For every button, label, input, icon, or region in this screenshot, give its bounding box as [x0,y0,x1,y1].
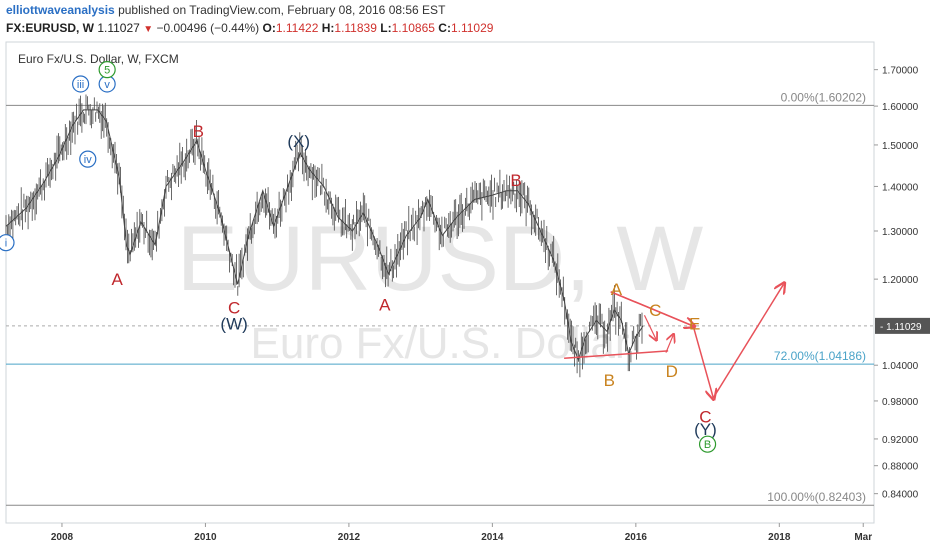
fib-label-2: 100.00%(0.82403) [767,490,866,504]
wave-label-9: (X) [287,132,310,151]
published-text: published on TradingView.com, February 0… [118,3,446,17]
x-tick-label-1: 2010 [194,532,217,543]
subwave-arrow-1 [665,335,673,353]
price-series [5,94,644,378]
y-tick-label-10: 1.70000 [882,66,919,77]
y-tick-label-3: 0.98000 [882,397,919,408]
projection-segment-1 [610,291,693,326]
wave-label-0: i [5,238,7,250]
projection-segment-3 [712,284,783,399]
projection-segment-2 [692,325,713,398]
wave-label-15: D [666,362,678,381]
fib-label-0: 0.00%(1.60202) [781,90,866,104]
x-axis: 2008 2010 2012 2014 2016 2018 Mar [51,523,872,543]
publish-header: elliottwaveanalysis published on Trading… [6,3,445,17]
wave-label-circle-0 [0,234,15,252]
chart-symbol-title: Euro Fx/U.S. Dollar, W, FXCM [18,52,179,66]
y-tick-label-7: 1.40000 [882,182,919,193]
author-link[interactable]: elliottwaveanalysis [6,3,115,17]
y-tick-label-1: 0.88000 [882,462,919,473]
wave-label-4: 5 [104,65,110,77]
x-tick-label-4: 2016 [625,532,648,543]
symbol-header: FX:EURUSD, W 1.11027 ▼ −0.00496 (−0.44%)… [6,21,493,35]
wave-label-6: B [193,122,204,141]
drawings [564,284,784,398]
last-price-label: - 1.11029 [880,322,922,333]
wave-label-5: A [112,270,124,289]
wave-label-3: iv [84,154,92,166]
y-tick-label-8: 1.50000 [882,141,919,152]
wave-label-12: A [611,280,623,299]
x-tick-label-5: 2018 [768,532,791,543]
high-value: 1.11839 [334,21,377,35]
wave-label-2: v [104,79,110,91]
symbol-name: FX:EURUSD, W [6,21,94,35]
wave-label-circle-1 [72,75,90,93]
down-arrow-icon: ▼ [143,24,154,35]
wave-label-14: C [649,301,661,320]
last-price-marker: - 1.11029 [875,317,930,334]
x-tick-label-6: Mar [854,532,872,543]
open-value: 1.11422 [275,21,319,35]
x-tick-label-2: 2012 [338,532,361,543]
y-tick-label-0: 0.84000 [882,490,919,501]
wave-label-circle-3 [79,150,97,168]
fib-label-1: 72.00%(1.04186) [774,349,866,363]
close-label: C: [438,21,451,35]
wave-label-13: B [604,371,615,390]
wave-label-19: B [704,439,711,451]
last-price-label-bg [875,317,930,334]
x-tick-label-0: 2008 [51,532,74,543]
wave-label-16: E [689,314,700,333]
wave-label-circle-4 [98,61,116,79]
y-tick-label-6: 1.30000 [882,227,919,238]
subwave-arrow-0 [643,315,655,339]
watermark-symbol: EURUSD, W [177,208,704,310]
triangle-line-0 [564,350,669,360]
fib-levels: 0.00%(1.60202) 72.00%(1.04186) 100.00%(0.8… [6,90,874,506]
wave-label-18: (Y) [694,420,717,439]
wave-label-17: C [699,407,711,426]
plot-frame [5,41,875,524]
low-label: L: [380,21,392,35]
wave-label-circle-19 [698,435,717,453]
open-label: O: [262,21,276,35]
last-price: 1.11027 [97,21,140,35]
y-tick-label-9: 1.60000 [882,102,919,113]
close-value: 1.11029 [450,21,494,35]
y-axis: 0.84000 0.88000 0.92000 0.98000 1.04000 1.200… [874,66,919,501]
watermark: EURUSD, W Euro Fx/U.S. Dollar [177,208,704,368]
low-value: 1.10865 [391,21,435,35]
y-tick-label-5: 1.20000 [882,275,919,286]
price-change: −0.00496 (−0.44%) [156,21,260,35]
y-tick-label-2: 0.92000 [882,435,919,446]
wave-label-1: iii [77,79,84,91]
price-bars [5,94,643,378]
y-tick-label-4: 1.04000 [882,361,919,372]
wave-label-11: B [510,171,521,190]
watermark-name: Euro Fx/U.S. Dollar [251,319,630,368]
wave-label-8: (W) [220,314,247,333]
wave-label-7: C [228,298,240,317]
x-tick-label-3: 2014 [481,532,504,543]
high-label: H: [321,21,335,35]
wave-label-10: A [379,296,391,315]
